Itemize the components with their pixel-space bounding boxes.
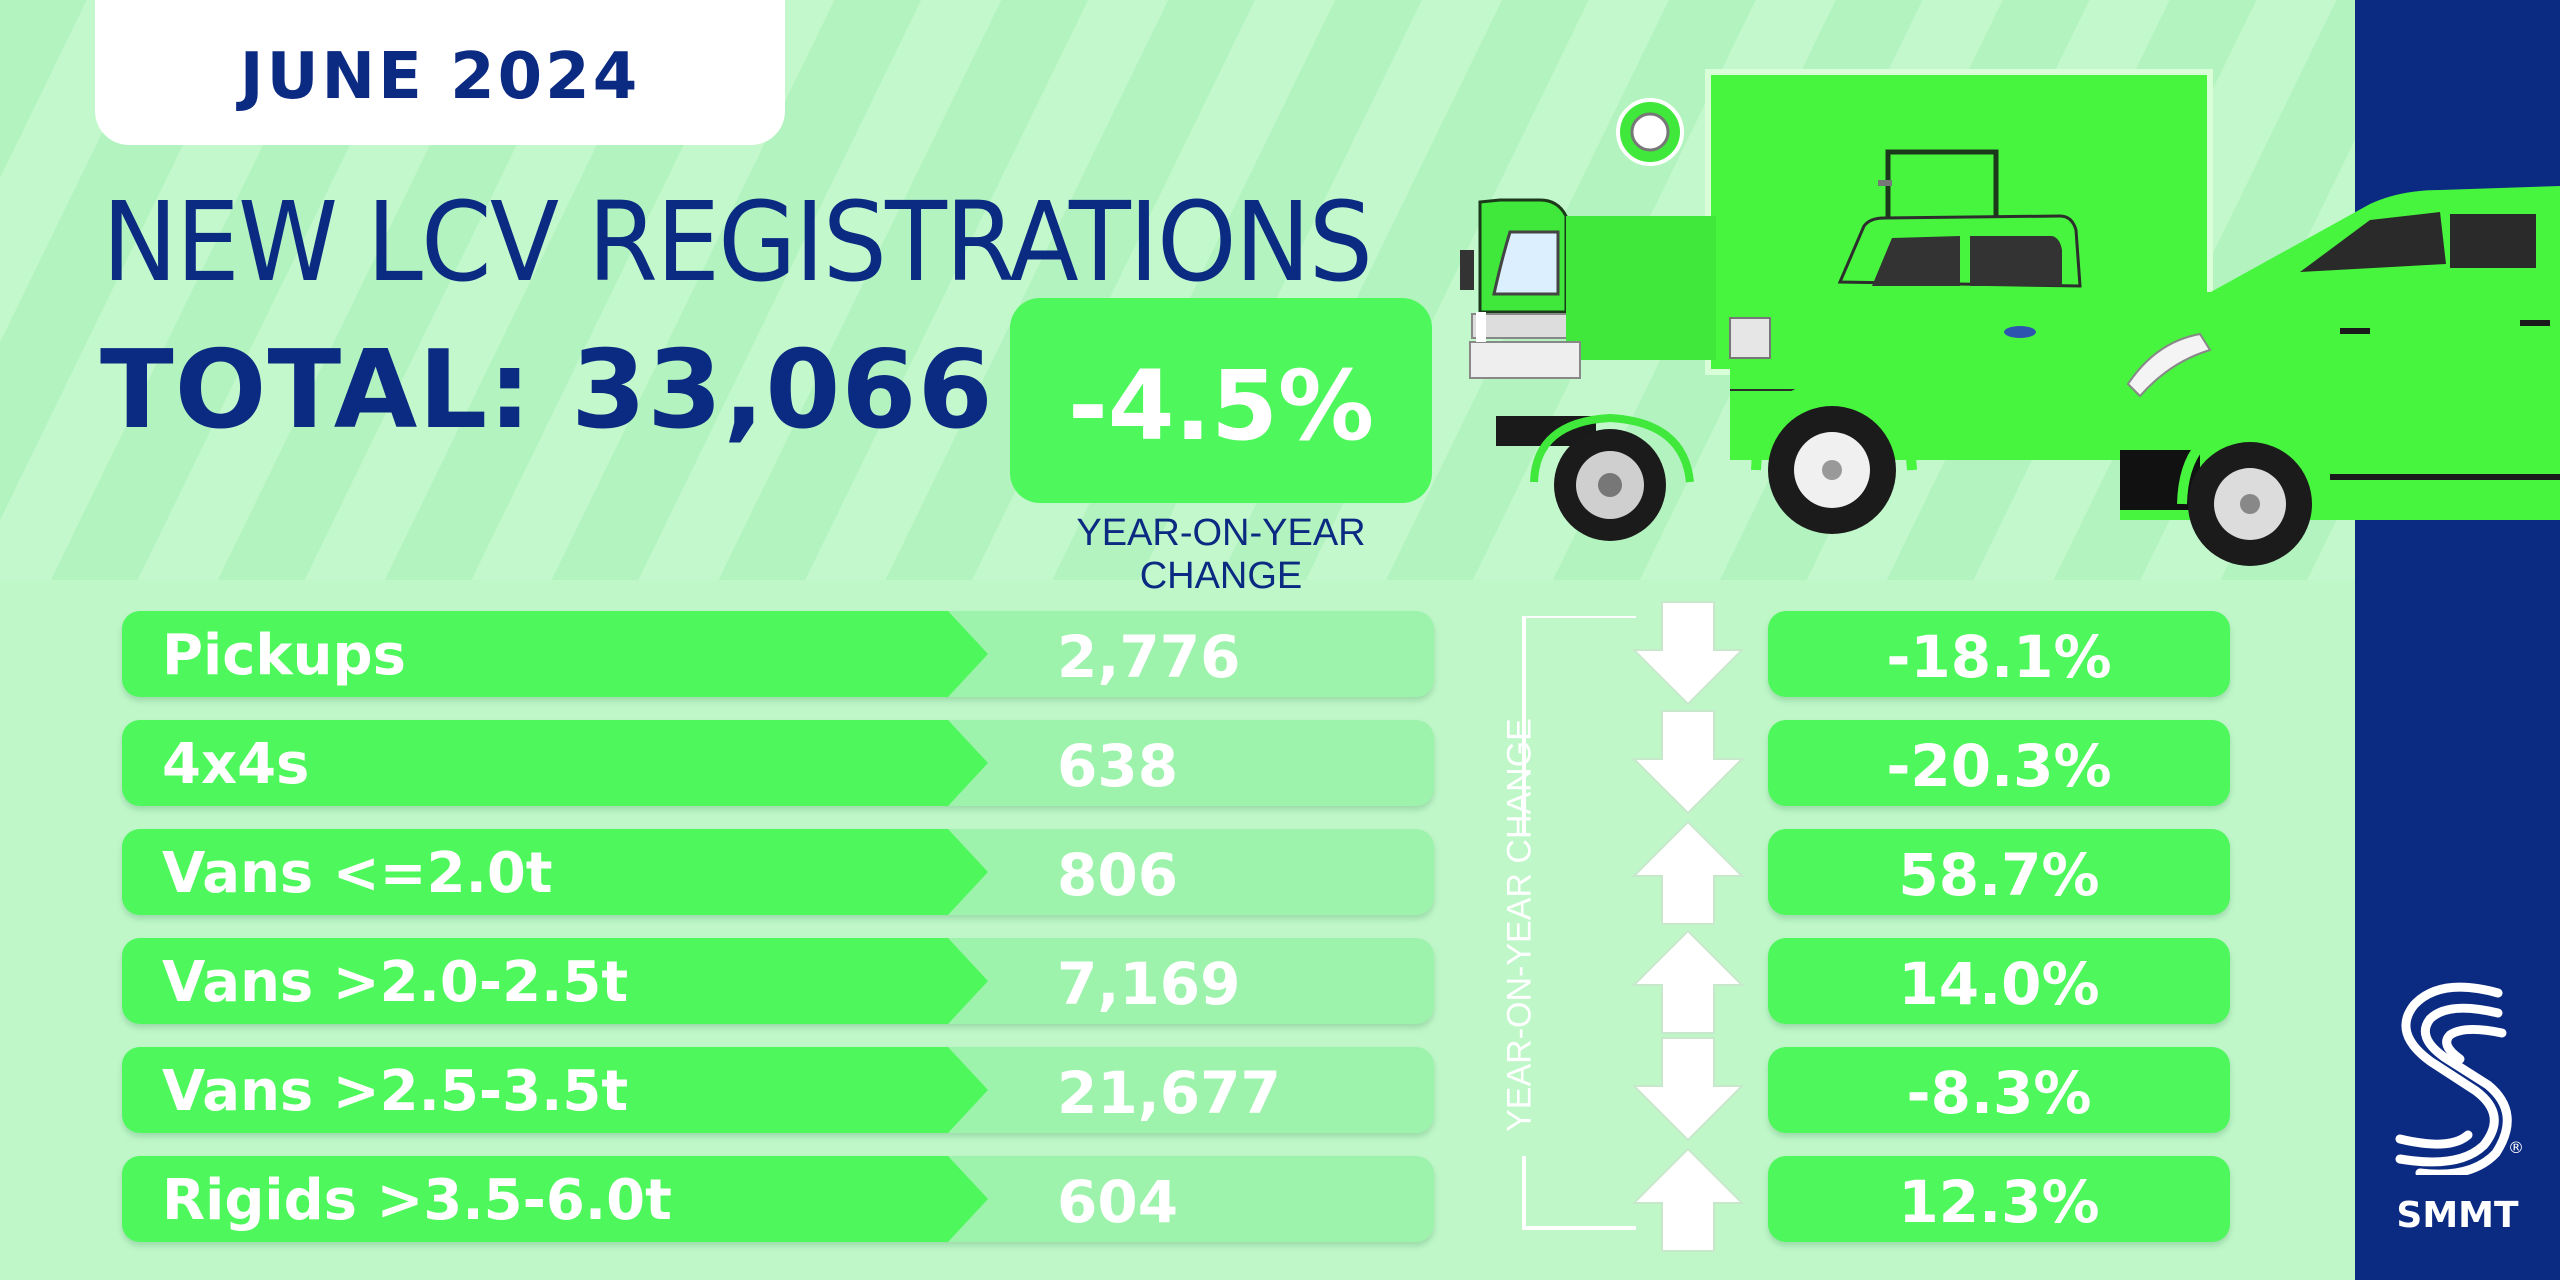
- table-row: 4x4s 638: [122, 720, 1434, 806]
- arrow-down-icon: [1631, 601, 1745, 706]
- arrow-down-icon: [1631, 1037, 1745, 1142]
- change-value: -20.3%: [1886, 732, 2112, 800]
- registered-mark: ®: [2508, 1138, 2524, 1157]
- table-row: Vans <=2.0t 806: [122, 829, 1434, 915]
- row-label: Pickups: [162, 623, 406, 688]
- row-label-bg: [122, 720, 988, 806]
- change-value: 14.0%: [1898, 950, 2100, 1018]
- yoy-change-caption: YEAR-ON-YEAR CHANGE: [1076, 512, 1366, 597]
- row-value: 604: [1057, 1168, 1179, 1236]
- change-value: -18.1%: [1886, 623, 2112, 691]
- table-row: Vans >2.0-2.5t 7,169: [122, 938, 1434, 1024]
- date-pill: [95, 0, 785, 145]
- arrow-up-icon: [1631, 929, 1745, 1034]
- row-value: 806: [1057, 841, 1179, 909]
- arrow-up-icon: [1631, 1147, 1745, 1252]
- change-value: 12.3%: [1898, 1168, 2100, 1236]
- page-title: NEW LCV REGISTRATIONS: [102, 178, 1373, 306]
- arrow-up-icon: [1631, 929, 1745, 1034]
- change-value: 58.7%: [1898, 841, 2100, 909]
- row-label: Vans >2.0-2.5t: [162, 950, 629, 1015]
- row-value: 7,169: [1057, 950, 1241, 1018]
- row-label: Vans <=2.0t: [162, 841, 553, 906]
- arrow-up-icon: [1631, 820, 1745, 925]
- row-label: Rigids >3.5-6.0t: [162, 1168, 672, 1233]
- van-icon: [2120, 186, 2560, 566]
- total-registrations: TOTAL: 33,066: [100, 328, 994, 453]
- arrow-down-icon: [1631, 601, 1745, 706]
- yoy-change-box: [1010, 298, 1432, 503]
- change-pill: 14.0%: [1768, 938, 2230, 1024]
- arrow-down-icon: [1631, 1037, 1745, 1142]
- row-value: 2,776: [1057, 623, 1241, 691]
- table-row: Rigids >3.5-6.0t 604: [122, 1156, 1434, 1242]
- change-pill: -18.1%: [1768, 611, 2230, 697]
- vehicles-illustration: [1460, 69, 2560, 566]
- arrow-up-icon: [1631, 820, 1745, 925]
- row-value: 638: [1057, 732, 1179, 800]
- yoy-change-value: -4.5%: [1067, 350, 1375, 462]
- change-pill: -20.3%: [1768, 720, 2230, 806]
- smmt-s-logo-icon: ®: [2395, 982, 2524, 1175]
- row-label-bg: [122, 829, 988, 915]
- row-label-bg: [122, 1047, 988, 1133]
- change-pill: 12.3%: [1768, 1156, 2230, 1242]
- arrow-up-icon: [1631, 1147, 1745, 1252]
- row-label: Vans >2.5-3.5t: [162, 1059, 629, 1124]
- arrow-down-icon: [1631, 710, 1745, 815]
- table-row: Vans >2.5-3.5t 21,677: [122, 1047, 1434, 1133]
- row-label-bg: [122, 611, 988, 697]
- arrow-down-icon: [1631, 710, 1745, 815]
- row-label: 4x4s: [162, 732, 310, 797]
- row-label-bg: [122, 938, 988, 1024]
- pickup-truck-icon: [1729, 214, 2220, 534]
- row-value: 21,677: [1057, 1059, 1281, 1127]
- row-label-bg: [122, 1156, 988, 1242]
- change-pill: 58.7%: [1768, 829, 2230, 915]
- date-label: JUNE 2024: [239, 40, 641, 114]
- yoy-bracket: [1522, 616, 1636, 1230]
- change-pill: -8.3%: [1768, 1047, 2230, 1133]
- brand-name: SMMT: [2396, 1195, 2519, 1236]
- change-value: -8.3%: [1906, 1059, 2092, 1127]
- table-row: Pickups 2,776: [122, 611, 1434, 697]
